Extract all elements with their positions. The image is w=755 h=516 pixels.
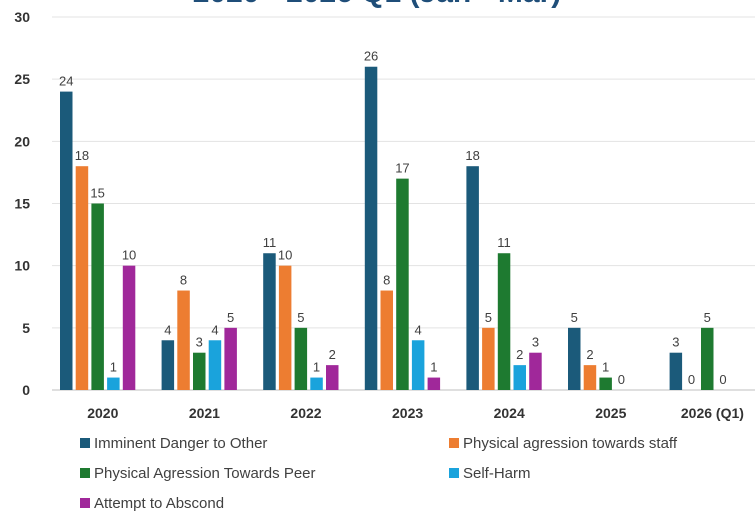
bars [60,66,714,390]
legend-item: Imminent Danger to Other [80,435,267,452]
data-label: 17 [395,161,409,176]
legend: Imminent Danger to Other Physical agressi… [80,435,678,512]
bar [193,352,206,390]
data-label: 18 [465,148,479,163]
data-label: 4 [211,322,218,337]
bar [310,377,323,390]
data-label: 18 [75,148,89,163]
bar [411,340,425,390]
data-label: 4 [415,322,422,337]
data-label: 1 [430,360,437,375]
data-label: 10 [278,248,292,263]
legend-label: Attempt to Abscond [94,495,224,512]
bar [161,340,175,390]
y-tick-label: 5 [22,320,30,336]
y-tick-label: 25 [14,71,30,87]
legend-swatch [80,438,90,448]
y-axis: 0 5 10 15 20 25 30 [14,9,30,398]
bar [294,327,308,390]
x-tick-label: 2026 (Q1) [681,405,744,421]
bar [380,290,393,390]
legend-swatch [449,468,459,478]
bar [701,327,714,390]
data-label: 3 [532,335,539,350]
bar [396,178,409,390]
bar [583,365,597,390]
legend-item: Physical Agression Towards Peer [80,465,316,482]
bar [513,365,526,390]
x-tick-label: 2024 [494,405,525,421]
data-label: 2 [586,347,593,362]
bar [224,327,237,390]
data-label: 3 [672,335,679,350]
y-tick-label: 30 [14,9,30,25]
data-label: 0 [719,372,726,387]
data-label: 15 [90,186,104,201]
data-label: 5 [571,310,578,325]
legend-label: Imminent Danger to Other [94,435,267,452]
x-tick-label: 2023 [392,405,423,421]
data-label: 5 [227,310,234,325]
data-label: 3 [196,335,203,350]
data-label: 11 [263,235,277,250]
data-label: 8 [383,273,390,288]
x-tick-label: 2021 [189,405,220,421]
x-tick-label: 2020 [87,405,118,421]
bar [568,327,581,390]
legend-label: Physical agression towards staff [463,435,678,452]
x-tick-label: 2025 [595,405,626,421]
y-tick-label: 0 [22,382,30,398]
data-label: 4 [164,322,171,337]
bar [278,265,292,390]
bar [326,365,339,390]
data-labels: 2418151104834511105122681741185112352103… [59,49,727,387]
x-tick-label: 2022 [290,405,321,421]
bar [529,352,542,390]
data-label: 2 [329,347,336,362]
bar [263,253,276,390]
data-label: 24 [59,74,73,89]
data-label: 8 [180,273,187,288]
chart-title: 2020 - 2026 Q1 (Jan - Mar) [193,0,562,9]
data-label: 5 [297,310,304,325]
data-label: 0 [618,372,625,387]
bar [107,377,120,390]
y-tick-label: 10 [14,258,30,274]
bar [364,66,378,390]
bar [466,166,479,390]
bar [75,166,89,390]
bar [122,265,136,390]
bar [599,377,612,390]
legend-swatch [449,438,459,448]
data-label: 26 [364,49,378,64]
legend-swatch [80,498,90,508]
bar [669,352,683,390]
data-label: 1 [602,360,609,375]
legend-swatch [80,468,90,478]
x-axis: 2020 2021 2022 2023 2024 2025 2026 (Q1) [87,405,744,421]
data-label: 10 [122,248,136,263]
bar [60,91,73,390]
legend-label: Physical Agression Towards Peer [94,465,316,482]
bar [177,290,190,390]
legend-item: Attempt to Abscond [80,495,224,512]
bar [208,340,222,390]
data-label: 2 [516,347,523,362]
y-tick-label: 15 [14,196,30,212]
data-label: 5 [704,310,711,325]
data-label: 11 [497,235,511,250]
bar [497,253,511,390]
bar [91,203,104,390]
data-label: 5 [485,310,492,325]
bar [427,377,441,390]
data-label: 0 [688,372,695,387]
legend-item: Physical agression towards staff [449,435,678,452]
y-tick-label: 20 [14,133,30,149]
legend-item: Self-Harm [449,465,531,482]
data-label: 1 [110,360,117,375]
data-label: 1 [313,360,320,375]
legend-label: Self-Harm [463,465,531,482]
bar [482,327,495,390]
